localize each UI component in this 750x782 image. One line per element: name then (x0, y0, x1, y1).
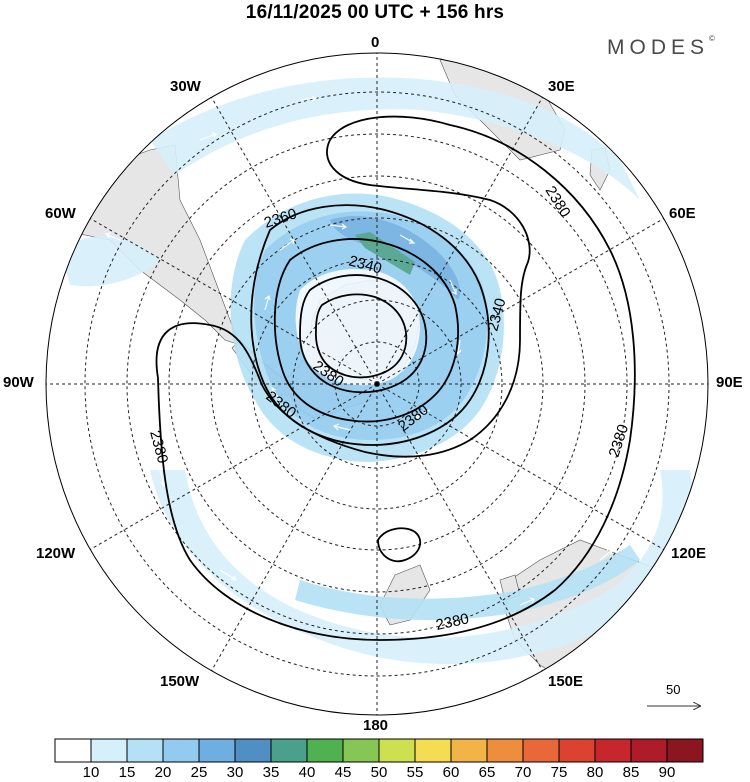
map-boundary (45, 52, 709, 716)
contour-label: 2380 (542, 183, 574, 220)
lon-label-90e: 90E (716, 374, 743, 391)
colorbar-label: 65 (478, 764, 496, 781)
contours (155, 115, 636, 641)
contour-2360 (250, 204, 490, 446)
lat-circle (251, 258, 503, 510)
wind-vector (419, 623, 438, 630)
contour-2340 (273, 238, 459, 423)
lon-label-60e: 60E (669, 205, 696, 222)
meridians (46, 53, 708, 715)
colorbar-label: 70 (514, 764, 532, 781)
meridian (376, 218, 664, 385)
lat-circle (210, 217, 544, 551)
lon-label-150w: 150W (160, 673, 200, 690)
colorbar-label: 60 (442, 764, 460, 781)
colorbar-label: 25 (190, 764, 208, 781)
meridian (90, 383, 378, 550)
wind-vector (449, 279, 457, 295)
wind-atlantic-band (150, 77, 640, 200)
lon-label-90w: 90W (3, 374, 34, 391)
contour-2380-small (377, 527, 422, 563)
wind-max-patch (355, 232, 415, 275)
wind-vector (329, 223, 348, 230)
wind-vector (219, 569, 238, 581)
wind-vector (279, 238, 295, 251)
colorbar-label: 75 (550, 764, 568, 781)
wind-vector (415, 409, 431, 419)
colorbar-label: 40 (298, 764, 316, 781)
reference-vector-label: 50 (666, 682, 681, 697)
brand-name: MODES (607, 36, 710, 59)
map-disc (46, 53, 708, 715)
colorbar-label: 15 (118, 764, 136, 781)
contour-2320 (299, 274, 428, 394)
wind-vector (399, 234, 416, 244)
wind-vector (599, 549, 613, 561)
lon-label-30w: 30W (170, 78, 201, 95)
lat-circle (84, 91, 670, 677)
colorbar-label: 45 (334, 764, 352, 781)
wind-vector (519, 597, 535, 606)
colorbar-label: 20 (154, 764, 172, 781)
wind-outer-band (150, 470, 694, 665)
meridian (376, 383, 543, 671)
copyright-mark: © (709, 34, 715, 43)
wind-vectors (104, 95, 613, 630)
meridian (376, 383, 664, 550)
meridian (90, 218, 378, 385)
lat-circle (168, 175, 586, 593)
lon-label-0: 0 (371, 34, 380, 51)
wind-vector (271, 386, 281, 401)
meridian (376, 97, 543, 385)
wind-vector (264, 294, 271, 311)
lon-label-120e: 120E (671, 545, 707, 562)
lon-label-60w: 60W (45, 205, 76, 222)
wind-shading (60, 77, 694, 665)
contour-2380-outer (155, 115, 636, 641)
colorbar-label: 90 (658, 764, 676, 781)
lat-circle (126, 133, 628, 635)
south-pole-dot (374, 381, 380, 387)
wind-west-patch (60, 236, 160, 287)
lon-label-120w: 120W (36, 545, 76, 562)
contour-label: 2380 (146, 429, 171, 466)
wind-south-band (295, 545, 640, 620)
contour-2300 (315, 293, 408, 379)
lon-label-150e: 150E (548, 673, 584, 690)
colorbar-label: 85 (622, 764, 640, 781)
meridian (211, 97, 378, 385)
brand-logo: MODES© (607, 34, 715, 60)
wind-vector (299, 95, 318, 102)
wind-core-hole (295, 269, 420, 386)
colorbar-label: 35 (262, 764, 280, 781)
contour-label: 2380 (434, 610, 470, 634)
wind-vector (319, 614, 338, 622)
colorbar-label: 50 (370, 764, 388, 781)
colorbar-label: 80 (586, 764, 604, 781)
map-title: 16/11/2025 00 UTC + 156 hrs (245, 2, 505, 23)
wind-vector (104, 232, 121, 241)
lon-label-30e: 30E (548, 78, 575, 95)
colorbar-label: 10 (82, 764, 100, 781)
wind-vector (332, 423, 351, 431)
meridian (211, 383, 378, 671)
colorbar-label: 55 (406, 764, 424, 781)
wind-vector (199, 132, 217, 141)
colorbar-label: 30 (226, 764, 244, 781)
lon-label-180: 180 (363, 717, 389, 734)
